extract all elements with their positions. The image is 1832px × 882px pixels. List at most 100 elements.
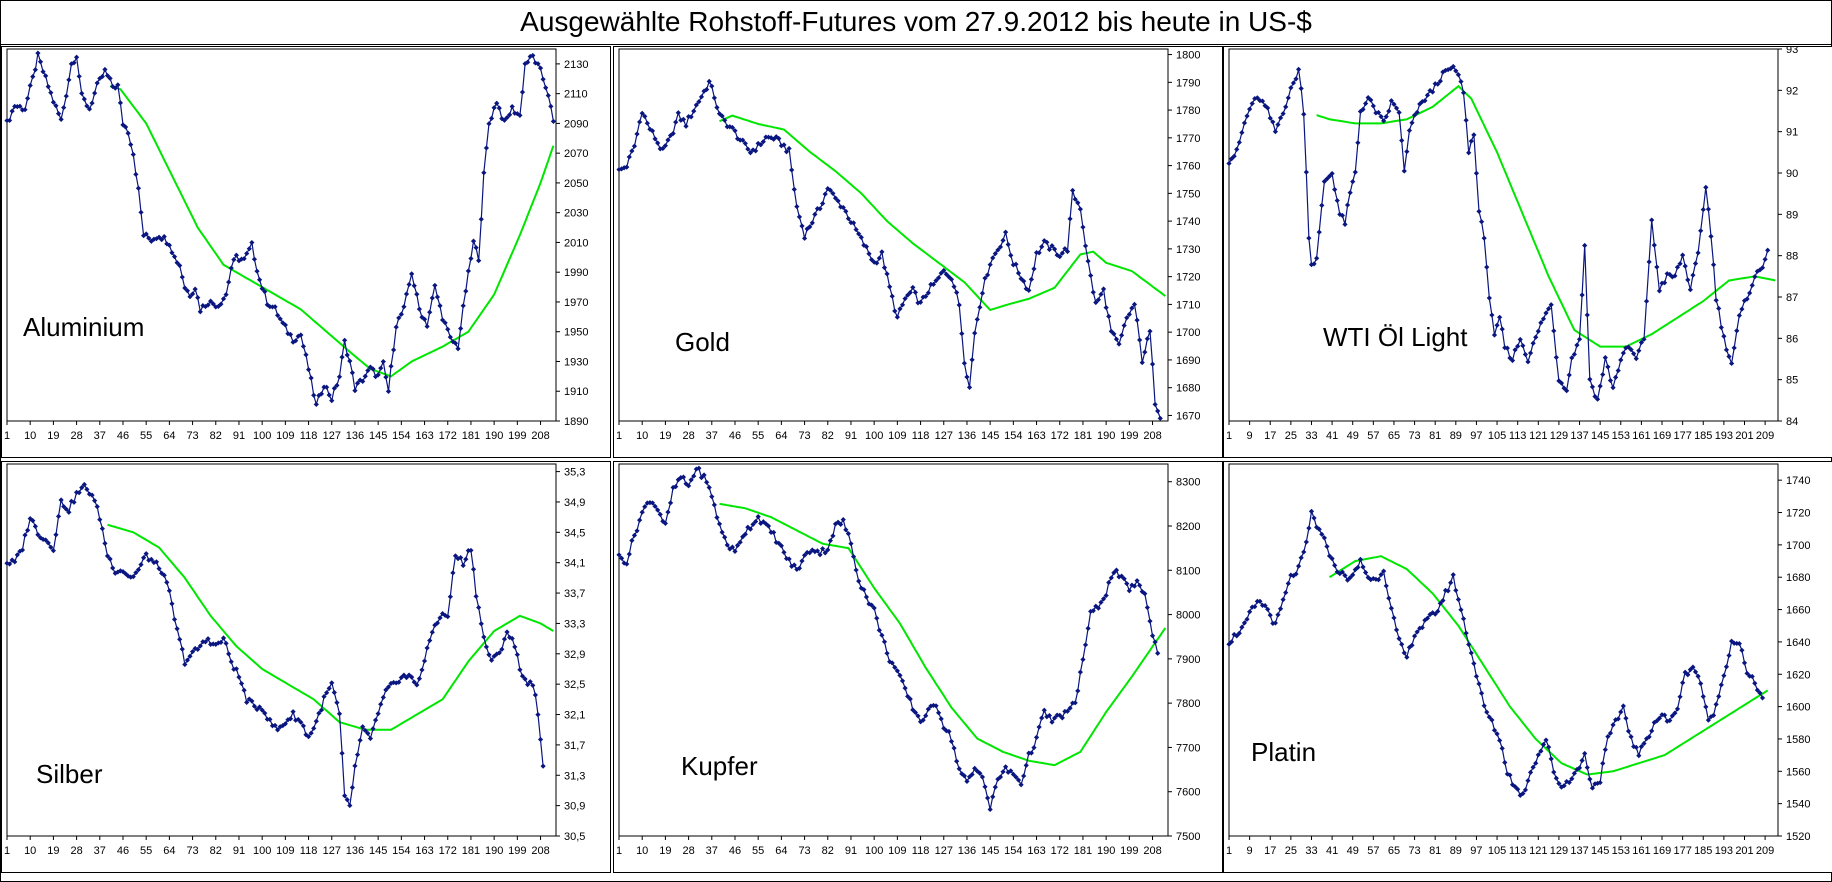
kupfer-data-point — [835, 519, 841, 525]
wti-oel-light-data-point — [1280, 111, 1286, 117]
gold-ytick-label: 1680 — [1176, 383, 1200, 395]
platin-data-point — [1326, 553, 1333, 559]
gold-data-point — [899, 302, 906, 308]
aluminium-panel-frame — [1, 46, 611, 458]
wti-oel-light-xtick-label: 145 — [1591, 430, 1609, 442]
platin-data-point — [1605, 733, 1611, 740]
wti-oel-light-ytick-label: 86 — [1786, 333, 1798, 345]
platin-xtick-label: 129 — [1550, 845, 1568, 857]
silber-data-point — [372, 717, 379, 723]
kupfer-data-point — [1082, 642, 1089, 648]
wti-oel-light-data-point — [1342, 221, 1348, 227]
gold-data-point — [796, 214, 803, 220]
aluminium-data-point — [295, 333, 301, 339]
platin-data-point — [1422, 617, 1428, 623]
wti-oel-light-data-point — [1589, 384, 1596, 390]
aluminium-data-point — [352, 388, 358, 394]
panel-kupfer: 7500 7600 7700 7800 7900 8000 8100 8200 8300 1 10 1… — [613, 461, 1223, 873]
gold-data-point — [1134, 317, 1140, 323]
kupfer-xtick-label: 118 — [912, 845, 930, 857]
wti-oel-light-ytick-label: 89 — [1786, 209, 1798, 221]
silber-data-point — [55, 513, 62, 519]
gold-data-point — [655, 140, 661, 146]
gold-data-point — [997, 244, 1004, 250]
gold-data-point — [642, 113, 648, 119]
wti-oel-light-data-point — [1654, 264, 1660, 270]
aluminium-data-point — [81, 96, 87, 102]
wti-oel-light-xtick-label: 193 — [1715, 430, 1733, 442]
silber-data-point — [259, 707, 265, 713]
silber-data-point — [414, 682, 420, 688]
aluminium-data-point — [434, 294, 441, 300]
aluminium-data-point — [76, 73, 82, 79]
wti-oel-light-data-point — [1430, 89, 1436, 95]
silber-xtick-label: 118 — [300, 845, 318, 857]
wti-oel-light-ytick-label: 87 — [1786, 292, 1798, 304]
platin-data-point — [1458, 607, 1464, 613]
platin-xtick-label: 41 — [1326, 845, 1338, 857]
wti-oel-light-data-point — [1378, 114, 1384, 120]
kupfer-data-point — [1106, 579, 1112, 586]
wti-oel-light-data-point — [1352, 169, 1358, 175]
aluminium-ytick-label: 1970 — [564, 297, 588, 309]
wti-oel-light-data-point — [1615, 367, 1621, 374]
gold-data-point — [1124, 315, 1130, 321]
wti-oel-light-data-point — [1752, 274, 1758, 280]
aluminium-data-point — [331, 385, 337, 391]
wti-oel-light-xtick-label: 25 — [1285, 430, 1297, 442]
silber-data-point — [298, 719, 304, 725]
platin-xtick-label: 121 — [1529, 845, 1547, 857]
kupfer-xtick-label: 100 — [865, 845, 883, 857]
aluminium-data-point — [308, 375, 314, 381]
kupfer-xtick-label: 190 — [1097, 845, 1115, 857]
wti-oel-light-data-point — [1275, 122, 1281, 128]
silber-ytick-label: 34,9 — [564, 497, 585, 509]
platin-data-point — [1306, 525, 1312, 531]
wti-oel-light-data-point — [1396, 109, 1402, 116]
aluminium-data-point — [195, 295, 201, 301]
gold-data-point — [843, 208, 849, 214]
gold-ytick-label: 1730 — [1176, 244, 1200, 256]
silber-data-point — [445, 613, 451, 620]
wti-oel-light-xtick-label: 161 — [1632, 430, 1650, 442]
aluminium-data-point — [117, 100, 124, 106]
wti-oel-light-data-point — [1381, 118, 1387, 124]
silber-data-point — [295, 716, 301, 723]
aluminium-data-point — [380, 358, 386, 365]
kupfer-data-point — [1010, 771, 1016, 777]
wti-oel-light-xtick-label: 113 — [1509, 430, 1527, 442]
wti-oel-light-data-point — [1424, 92, 1431, 98]
gold-ytick-label: 1750 — [1176, 188, 1200, 200]
silber-data-point — [293, 717, 299, 723]
silber-data-point — [282, 721, 288, 727]
aluminium-data-point — [519, 89, 526, 95]
wti-oel-light-data-point — [1520, 343, 1526, 349]
aluminium-data-point — [470, 238, 477, 244]
platin-data-point — [1265, 606, 1271, 612]
wti-oel-light-ytick-label: 85 — [1786, 375, 1798, 387]
wti-oel-light-xtick-label: 177 — [1673, 430, 1691, 442]
gold-data-point — [1157, 415, 1163, 421]
platin-data-point — [1597, 779, 1603, 786]
platin-data-point — [1520, 790, 1526, 797]
gold-data-point — [866, 251, 872, 257]
silber-data-point — [367, 735, 374, 742]
aluminium-data-point — [329, 398, 335, 404]
platin-data-point — [1602, 747, 1608, 753]
gold-data-point — [1144, 336, 1150, 342]
wti-oel-light-data-point — [1337, 211, 1343, 218]
platin-label: Platin — [1251, 737, 1316, 767]
aluminium-ytick-label: 2090 — [564, 118, 588, 130]
gold-data-point — [925, 290, 931, 296]
wti-oel-light-xtick-label: 17 — [1264, 430, 1276, 442]
silber-data-point — [249, 698, 255, 704]
gold-data-point — [876, 255, 882, 261]
wti-oel-light-data-point — [1749, 282, 1755, 288]
platin-data-point — [1692, 669, 1699, 675]
wti-oel-light-data-point — [1695, 250, 1701, 256]
wti-oel-light-data-point — [1692, 260, 1699, 267]
silber-chart: 30,5 30,9 31,3 31,7 32,1 32,5 32,9 33,3 33,7 34,1… — [1, 461, 611, 873]
kupfer-data-point — [693, 466, 699, 472]
silber-data-point — [365, 730, 371, 736]
platin-data-point — [1674, 706, 1681, 712]
